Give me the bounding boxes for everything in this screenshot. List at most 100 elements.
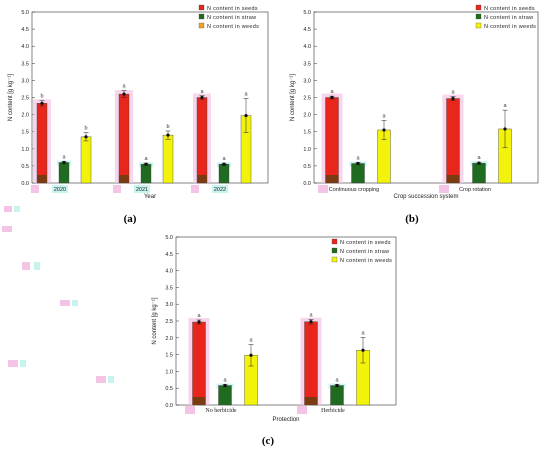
y-tick-label: 0.5 [303, 164, 311, 170]
y-tick-label: 1.5 [21, 130, 29, 136]
legend-label: N content in straw [484, 15, 533, 21]
legend-label: N content in seeds [340, 240, 391, 246]
legend-label: N content in seeds [484, 6, 535, 12]
bar [351, 163, 365, 184]
y-axis-label: N content [g kg⁻¹] [290, 74, 296, 122]
category-label: No herbicide [205, 408, 236, 414]
bar-base [446, 175, 460, 183]
significance-label: b [40, 94, 43, 100]
legend-swatch [475, 4, 482, 11]
legend-swatch [198, 13, 205, 20]
category-highlight [212, 185, 228, 193]
bar-base [119, 175, 129, 183]
mean-point [249, 353, 253, 357]
category-label: Herbicide [321, 408, 345, 414]
y-tick-label: 4.5 [303, 27, 311, 33]
panel-c-chart: 0.0 0.5 1.0 1.5 2.0 2.5 3.0 3.5 4.0 4.5 5.0 N conte… [152, 235, 397, 447]
mean-point [451, 96, 455, 101]
y-tick-label: 2.5 [21, 96, 29, 102]
mean-point [197, 320, 201, 324]
significance-label: a [451, 89, 455, 95]
x-axis-label: Year [144, 194, 156, 200]
legend-label: N content in weeds [484, 24, 536, 30]
bar [218, 163, 230, 184]
bar [140, 163, 152, 184]
y-tick-label: 0.5 [165, 386, 173, 392]
y-tick-label: 5.0 [165, 235, 173, 241]
legend-swatch [475, 13, 482, 20]
legend-swatch [331, 247, 338, 254]
mean-point [382, 128, 386, 132]
bar-base [325, 175, 339, 183]
legend-swatch [475, 22, 482, 29]
category-highlight [185, 406, 195, 414]
bar [325, 97, 339, 184]
y-tick-label: 2.0 [303, 113, 311, 119]
mean-point [84, 135, 88, 139]
y-tick-label: 5.0 [21, 10, 29, 16]
category-label: Crop rotation [459, 187, 491, 193]
bar [192, 321, 206, 406]
significance-label: a [382, 113, 386, 119]
legend-swatch [331, 256, 338, 263]
significance-label: a [200, 89, 204, 95]
mean-point [309, 320, 313, 324]
y-tick-label: 0.0 [303, 181, 311, 187]
mean-point [244, 114, 248, 118]
y-tick-label: 3.5 [21, 61, 29, 67]
y-tick-label: 1.5 [165, 353, 173, 359]
mean-point [223, 383, 227, 388]
y-axis-label: N content [g kg⁻¹] [152, 297, 158, 345]
y-tick-label: 1.0 [165, 369, 173, 375]
bar [330, 385, 344, 406]
legend-label: N content in weeds [340, 258, 392, 264]
y-tick-label: 2.0 [21, 113, 29, 119]
mean-point [122, 92, 126, 96]
mean-point [166, 133, 170, 137]
significance-label: a [309, 312, 313, 318]
y-tick-label: 4.0 [165, 269, 173, 275]
y-tick-label: 3.0 [165, 302, 173, 308]
category-highlight [134, 185, 150, 193]
mean-point [330, 95, 334, 100]
significance-label: a [330, 89, 334, 95]
category-highlight [191, 185, 199, 193]
category-highlight [439, 185, 449, 193]
significance-label: a [144, 156, 148, 162]
legend-swatch [198, 22, 205, 29]
category-highlight [52, 185, 68, 193]
y-tick-label: 2.5 [303, 96, 311, 102]
bar [446, 98, 460, 184]
y-tick-label: 3.5 [303, 61, 311, 67]
y-tick-label: 2.5 [165, 319, 173, 325]
bar [80, 136, 92, 184]
y-tick-label: 0.5 [21, 164, 29, 170]
mean-point [40, 101, 44, 105]
x-axis-label: Crop succession system [393, 194, 458, 200]
significance-label: a [335, 378, 339, 384]
category-highlight [31, 185, 39, 193]
significance-label: a [503, 103, 507, 109]
bar [118, 93, 130, 184]
y-tick-label: 2.0 [165, 336, 173, 342]
bar-base [192, 397, 206, 405]
significance-label: a [249, 338, 253, 344]
y-tick-label: 3.0 [303, 78, 311, 84]
y-tick-label: 4.5 [165, 252, 173, 258]
mean-point [62, 160, 66, 165]
y-tick-label: 3.0 [21, 78, 29, 84]
category-highlight [318, 185, 328, 193]
y-tick-label: 3.5 [165, 285, 173, 291]
y-tick-label: 4.0 [21, 44, 29, 50]
bar [196, 97, 208, 184]
y-tick-label: 5.0 [303, 10, 311, 16]
y-axis-label: N content [g kg⁻¹] [8, 74, 14, 122]
mean-point [222, 162, 226, 166]
bar-base [37, 175, 47, 183]
panel-tag: (a) [124, 213, 137, 225]
panel-tag: (b) [405, 213, 419, 225]
significance-label: b [166, 124, 169, 130]
panel-b-chart: 0.0 0.5 1.0 1.5 2.0 2.5 3.0 3.5 4.0 4.5 5.0 N conte… [290, 4, 539, 225]
significance-label: b [84, 126, 87, 132]
